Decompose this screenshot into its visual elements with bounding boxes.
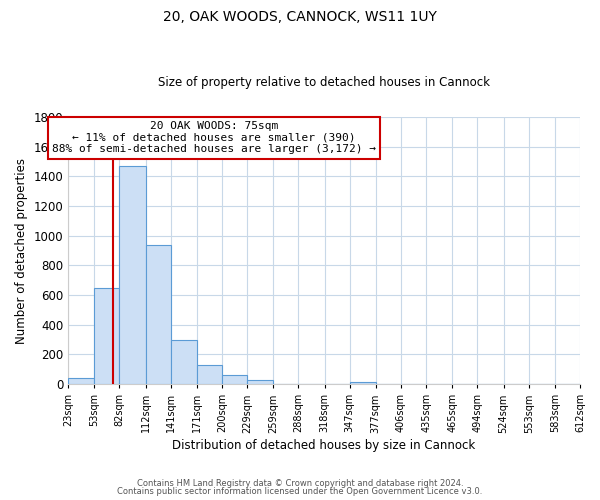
Bar	[222, 374, 247, 384]
Bar	[146, 244, 171, 384]
Bar	[350, 382, 376, 384]
Bar	[119, 166, 146, 384]
X-axis label: Distribution of detached houses by size in Cannock: Distribution of detached houses by size …	[172, 440, 476, 452]
Text: 20 OAK WOODS: 75sqm
← 11% of detached houses are smaller (390)
88% of semi-detac: 20 OAK WOODS: 75sqm ← 11% of detached ho…	[52, 121, 376, 154]
Text: 20, OAK WOODS, CANNOCK, WS11 1UY: 20, OAK WOODS, CANNOCK, WS11 1UY	[163, 10, 437, 24]
Bar	[171, 340, 197, 384]
Bar	[68, 378, 94, 384]
Bar	[197, 365, 222, 384]
Y-axis label: Number of detached properties: Number of detached properties	[15, 158, 28, 344]
Title: Size of property relative to detached houses in Cannock: Size of property relative to detached ho…	[158, 76, 490, 90]
Bar	[94, 288, 119, 384]
Text: Contains public sector information licensed under the Open Government Licence v3: Contains public sector information licen…	[118, 487, 482, 496]
Bar	[247, 380, 273, 384]
Text: Contains HM Land Registry data © Crown copyright and database right 2024.: Contains HM Land Registry data © Crown c…	[137, 478, 463, 488]
